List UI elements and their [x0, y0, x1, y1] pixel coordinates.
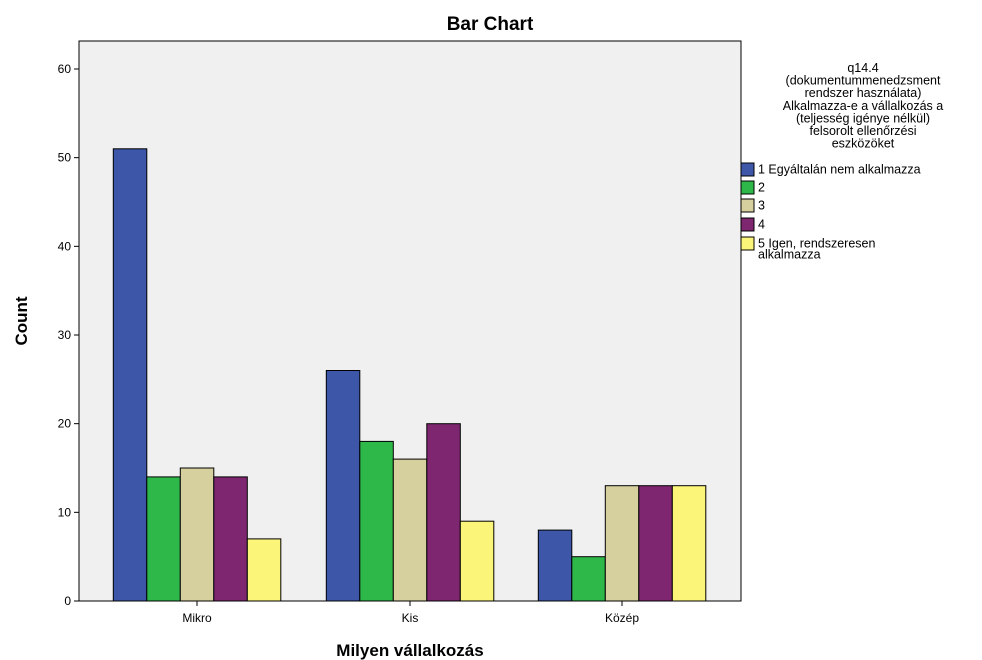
- bar: [638, 485, 673, 602]
- bar: [604, 485, 640, 602]
- legend-swatch: [740, 217, 755, 232]
- y-axis-title: Count: [12, 296, 31, 345]
- legend-swatch: [740, 180, 755, 195]
- y-tick-label: 10: [58, 505, 72, 519]
- legend-swatch: [740, 198, 755, 213]
- legend-label: 4: [758, 218, 765, 232]
- bar: [112, 148, 148, 602]
- legend-label: 5 Igen, rendszeresen: [758, 237, 875, 251]
- legend-label: 2: [758, 181, 765, 195]
- bar: [392, 458, 428, 602]
- y-axis: 0 10 20 30 40 50 60: [58, 62, 79, 608]
- y-tick-label: 0: [64, 594, 71, 608]
- bar: [213, 476, 248, 602]
- x-axis-title: Milyen vállalkozás: [336, 641, 483, 660]
- legend-title-line: rendszer használata): [805, 86, 922, 100]
- y-tick-label: 30: [58, 328, 72, 342]
- bar: [537, 529, 573, 602]
- legend-title-line: Alkalmazza-e a vállalkozás a: [783, 99, 944, 113]
- y-tick-label: 40: [58, 239, 72, 253]
- legend-swatch: [740, 162, 755, 177]
- legend-label: alkalmazza: [758, 248, 821, 262]
- bar: [246, 538, 282, 602]
- legend-swatch: [740, 236, 755, 251]
- bar: [179, 467, 215, 602]
- bar: [359, 440, 394, 602]
- legend-title-line: (dokumentummenedzsment: [786, 74, 941, 88]
- x-axis: Mikro Kis Közép: [182, 601, 639, 625]
- bar: [459, 520, 495, 602]
- bar: [426, 423, 461, 602]
- legend-title-line: eszközöket: [832, 137, 895, 151]
- y-tick-label: 20: [58, 417, 72, 431]
- x-tick-label: Közép: [605, 611, 639, 625]
- legend-title-line: q14.4: [847, 61, 878, 75]
- chart-title: Bar Chart: [447, 14, 534, 35]
- legend-label: 1 Egyáltalán nem alkalmazza: [758, 163, 921, 177]
- legend-label: 3: [758, 199, 765, 213]
- y-tick-label: 50: [58, 151, 72, 165]
- x-tick-label: Mikro: [182, 611, 212, 625]
- bar: [671, 485, 707, 602]
- legend-title-line: (teljesség igénye nélkül): [796, 111, 930, 125]
- bar: [571, 556, 606, 602]
- legend-title-line: felsorolt ellenőrzési: [810, 124, 917, 138]
- y-tick-label: 60: [58, 62, 72, 76]
- bar: [146, 476, 181, 602]
- bars: [112, 148, 707, 602]
- bar: [325, 370, 361, 602]
- x-tick-label: Kis: [402, 611, 419, 625]
